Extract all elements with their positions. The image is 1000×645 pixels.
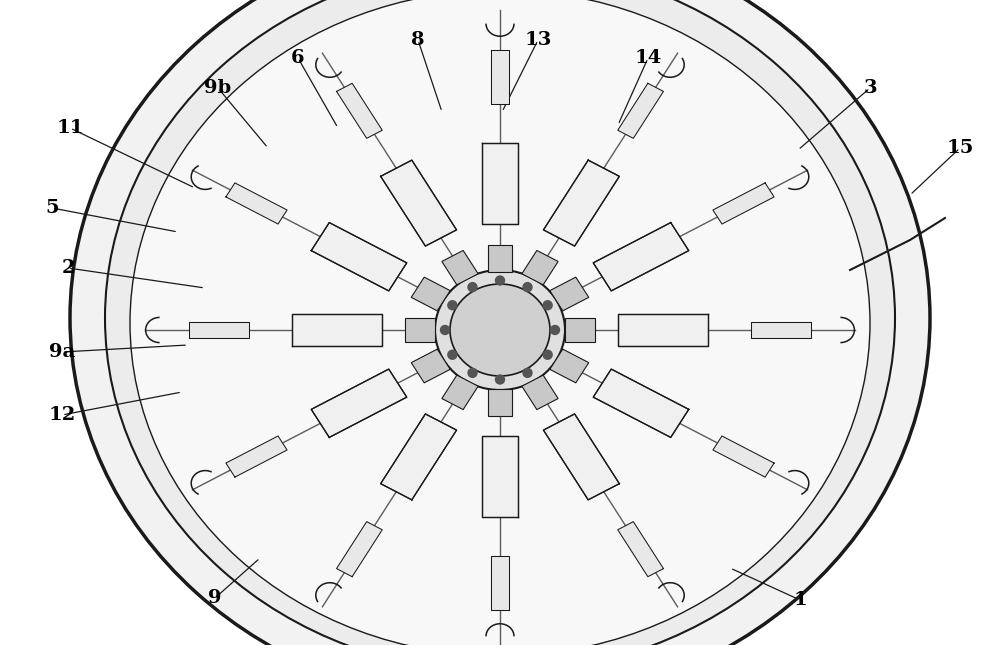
Polygon shape <box>593 369 689 437</box>
Ellipse shape <box>70 0 930 645</box>
Text: 11: 11 <box>56 119 84 137</box>
Polygon shape <box>226 183 287 224</box>
Polygon shape <box>337 522 382 577</box>
Circle shape <box>523 368 532 377</box>
Polygon shape <box>565 318 595 342</box>
Polygon shape <box>618 83 663 138</box>
Polygon shape <box>411 349 450 383</box>
Polygon shape <box>311 369 407 437</box>
Circle shape <box>550 326 560 335</box>
Polygon shape <box>482 436 518 517</box>
Polygon shape <box>337 83 382 138</box>
Polygon shape <box>381 160 457 246</box>
Polygon shape <box>189 322 249 338</box>
Polygon shape <box>491 556 509 610</box>
Polygon shape <box>522 250 558 285</box>
Ellipse shape <box>130 0 870 645</box>
Polygon shape <box>751 322 811 338</box>
Polygon shape <box>311 223 407 291</box>
Circle shape <box>496 276 505 285</box>
Text: 15: 15 <box>946 139 974 157</box>
Polygon shape <box>543 414 619 500</box>
Text: 6: 6 <box>291 49 305 67</box>
Polygon shape <box>618 314 708 346</box>
Polygon shape <box>491 50 509 104</box>
Polygon shape <box>381 414 457 500</box>
Ellipse shape <box>105 0 895 645</box>
Circle shape <box>543 350 552 359</box>
Polygon shape <box>482 143 518 224</box>
Circle shape <box>448 350 457 359</box>
Polygon shape <box>488 244 512 272</box>
Polygon shape <box>411 277 450 311</box>
Circle shape <box>468 283 477 292</box>
Circle shape <box>496 375 505 384</box>
Polygon shape <box>405 318 435 342</box>
Ellipse shape <box>450 284 550 376</box>
Text: 5: 5 <box>45 199 59 217</box>
Text: 9: 9 <box>208 589 222 607</box>
Polygon shape <box>713 183 774 224</box>
Circle shape <box>543 301 552 310</box>
Text: 1: 1 <box>793 591 807 609</box>
Text: 3: 3 <box>863 79 877 97</box>
Text: 8: 8 <box>411 31 425 49</box>
Polygon shape <box>442 250 478 285</box>
Polygon shape <box>488 388 512 415</box>
Polygon shape <box>522 375 558 410</box>
Circle shape <box>448 301 457 310</box>
Text: 9a: 9a <box>49 343 75 361</box>
Text: 9b: 9b <box>204 79 232 97</box>
Polygon shape <box>593 223 689 291</box>
Ellipse shape <box>435 270 565 390</box>
Polygon shape <box>618 522 663 577</box>
Polygon shape <box>292 314 382 346</box>
Text: 2: 2 <box>61 259 75 277</box>
Polygon shape <box>550 277 589 311</box>
Text: 12: 12 <box>48 406 76 424</box>
Circle shape <box>523 283 532 292</box>
Polygon shape <box>713 436 774 477</box>
Circle shape <box>440 326 450 335</box>
Text: 13: 13 <box>524 31 552 49</box>
Polygon shape <box>442 375 478 410</box>
Text: 14: 14 <box>634 49 662 67</box>
Polygon shape <box>543 160 619 246</box>
Polygon shape <box>550 349 589 383</box>
Polygon shape <box>226 436 287 477</box>
Circle shape <box>468 368 477 377</box>
